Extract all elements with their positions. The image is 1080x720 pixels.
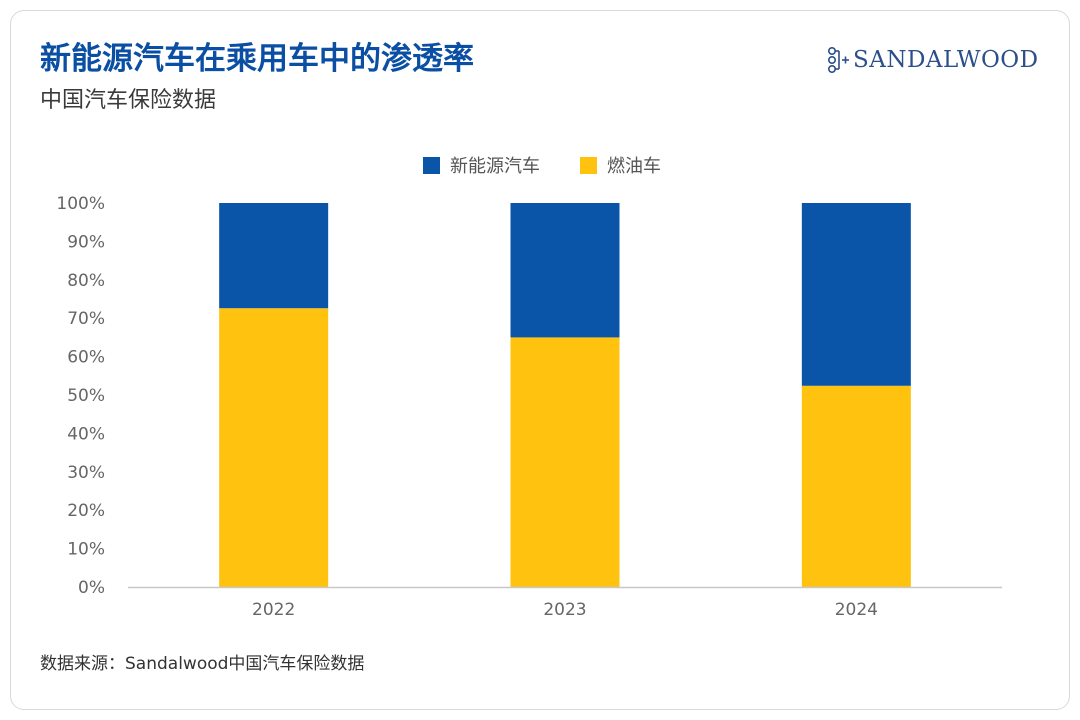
brand-logo: SANDALWOOD <box>826 45 1039 75</box>
y-tick-label: 50% <box>67 386 105 406</box>
y-tick-label: 0% <box>78 578 105 598</box>
y-tick-label: 90% <box>67 232 105 252</box>
y-tick-label: 80% <box>67 271 105 291</box>
legend-swatch <box>423 157 440 174</box>
legend-label: 新能源汽车 <box>450 156 540 177</box>
x-tick-label: 2022 <box>252 600 295 620</box>
legend-swatch <box>580 157 597 174</box>
bar-segment <box>801 203 911 386</box>
sandalwood-logo-icon <box>827 46 849 73</box>
legend-label: 燃油车 <box>607 156 661 177</box>
bar-segment <box>219 203 329 309</box>
y-tick-label: 30% <box>67 463 105 483</box>
chart-subtitle: 中国汽车保险数据 <box>40 88 217 113</box>
y-tick-label: 60% <box>67 348 105 368</box>
y-tick-label: 10% <box>67 540 105 560</box>
bar-segment <box>801 385 911 587</box>
y-tick-label: 40% <box>67 424 105 444</box>
y-tick-label: 70% <box>67 309 105 329</box>
y-tick-label: 100% <box>56 194 105 214</box>
bar-segment <box>510 337 620 587</box>
brand-name: SANDALWOOD <box>853 47 1039 73</box>
data-source-note: 数据来源：Sandalwood中国汽车保险数据 <box>40 654 365 674</box>
y-tick-label: 20% <box>67 501 105 521</box>
bar-segment <box>219 308 329 587</box>
bar-segment <box>510 203 620 338</box>
x-tick-label: 2023 <box>543 600 586 620</box>
chart-title: 新能源汽车在乘用车中的渗透率 <box>40 41 474 77</box>
x-tick-label: 2024 <box>835 600 878 620</box>
